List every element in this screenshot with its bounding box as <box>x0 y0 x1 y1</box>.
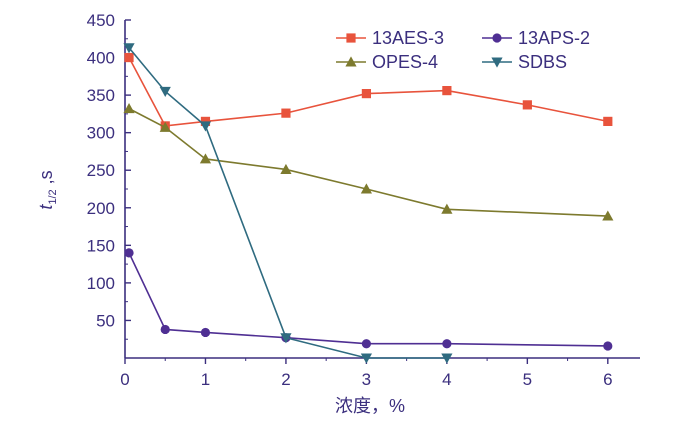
y-tick-label: 350 <box>87 86 115 105</box>
y-axis-title-sub: 1/2 <box>47 189 59 204</box>
series-line-13aes-3 <box>128 57 608 127</box>
data-point-opes-4 <box>123 103 135 114</box>
data-point-13aes-3 <box>603 116 613 126</box>
legend-item-13aes-3: 13AES-3 <box>336 28 444 48</box>
data-point-sdbs <box>123 43 135 54</box>
series-layer <box>123 43 614 364</box>
y-tick-label: 450 <box>87 11 115 30</box>
series-opes-4 <box>123 103 614 221</box>
series-13aps-2 <box>124 248 613 351</box>
data-point-sdbs <box>199 121 212 132</box>
x-tick-label: 2 <box>281 370 290 389</box>
data-point-13aes-3 <box>124 52 134 63</box>
x-tick-label: 1 <box>201 370 210 389</box>
legend-swatch-marker <box>345 56 357 67</box>
data-point-sdbs <box>360 353 373 364</box>
y-tick-label: 250 <box>87 161 115 180</box>
data-point-opes-4 <box>602 210 614 221</box>
y-tick-label: 400 <box>87 49 115 68</box>
data-point-opes-4 <box>159 121 171 132</box>
x-axis-ticks: 0 1 2 3 4 5 6 <box>120 358 613 389</box>
legend-item-13aps-2: 13APS-2 <box>482 28 590 48</box>
y-axis-title: t1/2 ,s <box>36 170 59 209</box>
data-point-13aps-2 <box>442 339 452 349</box>
legend-item-sdbs: SDBS <box>482 52 567 72</box>
legend-swatch-marker <box>491 57 503 68</box>
series-line-13aps-2 <box>128 252 608 347</box>
legend-swatch-marker <box>346 33 356 43</box>
data-point-opes-4 <box>360 183 373 194</box>
data-point-13aps-2 <box>200 327 211 338</box>
y-tick-label: 50 <box>96 311 115 330</box>
y-axis-title-suffix: ,s <box>36 170 56 189</box>
data-point-13aes-3 <box>442 86 452 96</box>
legend-label: SDBS <box>518 52 567 72</box>
legend-label: 13APS-2 <box>518 28 590 48</box>
legend-label: 13AES-3 <box>372 28 444 48</box>
x-tick-label: 5 <box>523 370 532 389</box>
data-point-13aps-2 <box>160 324 170 335</box>
data-point-13aps-2 <box>361 339 372 349</box>
data-point-13aes-3 <box>281 108 291 118</box>
legend-swatch-marker <box>492 33 502 43</box>
data-point-opes-4 <box>280 163 292 174</box>
x-tick-label: 0 <box>120 370 129 389</box>
y-axis-ticks: 50 100 150 200 250 300 350 400 450 <box>87 11 131 340</box>
data-point-opes-4 <box>441 203 453 214</box>
data-point-opes-4 <box>199 153 212 164</box>
series-sdbs <box>123 43 453 364</box>
legend-label: OPES-4 <box>372 52 438 72</box>
y-tick-label: 200 <box>87 199 115 218</box>
legend-item-opes-4: OPES-4 <box>336 52 438 72</box>
data-point-13aes-3 <box>361 89 372 99</box>
y-tick-label: 150 <box>87 236 115 255</box>
data-point-sdbs <box>441 353 453 364</box>
series-line-sdbs <box>128 47 447 359</box>
legend: 13AES-3 13APS-2 OPES-4 SDBS <box>336 28 590 72</box>
data-point-13aps-2 <box>124 248 134 258</box>
data-point-13aes-3 <box>522 100 532 110</box>
data-point-sdbs <box>280 333 292 344</box>
y-tick-label: 300 <box>87 124 115 143</box>
data-point-13aps-2 <box>603 341 613 351</box>
y-axis-title-main: t <box>36 204 56 210</box>
x-tick-label: 6 <box>603 370 612 389</box>
x-axis-title: 浓度，% <box>335 396 405 416</box>
data-point-sdbs <box>159 86 171 97</box>
data-point-13aes-3 <box>200 116 211 126</box>
y-tick-label: 100 <box>87 274 115 293</box>
x-tick-label: 3 <box>362 370 371 389</box>
x-tick-label: 4 <box>442 370 451 389</box>
